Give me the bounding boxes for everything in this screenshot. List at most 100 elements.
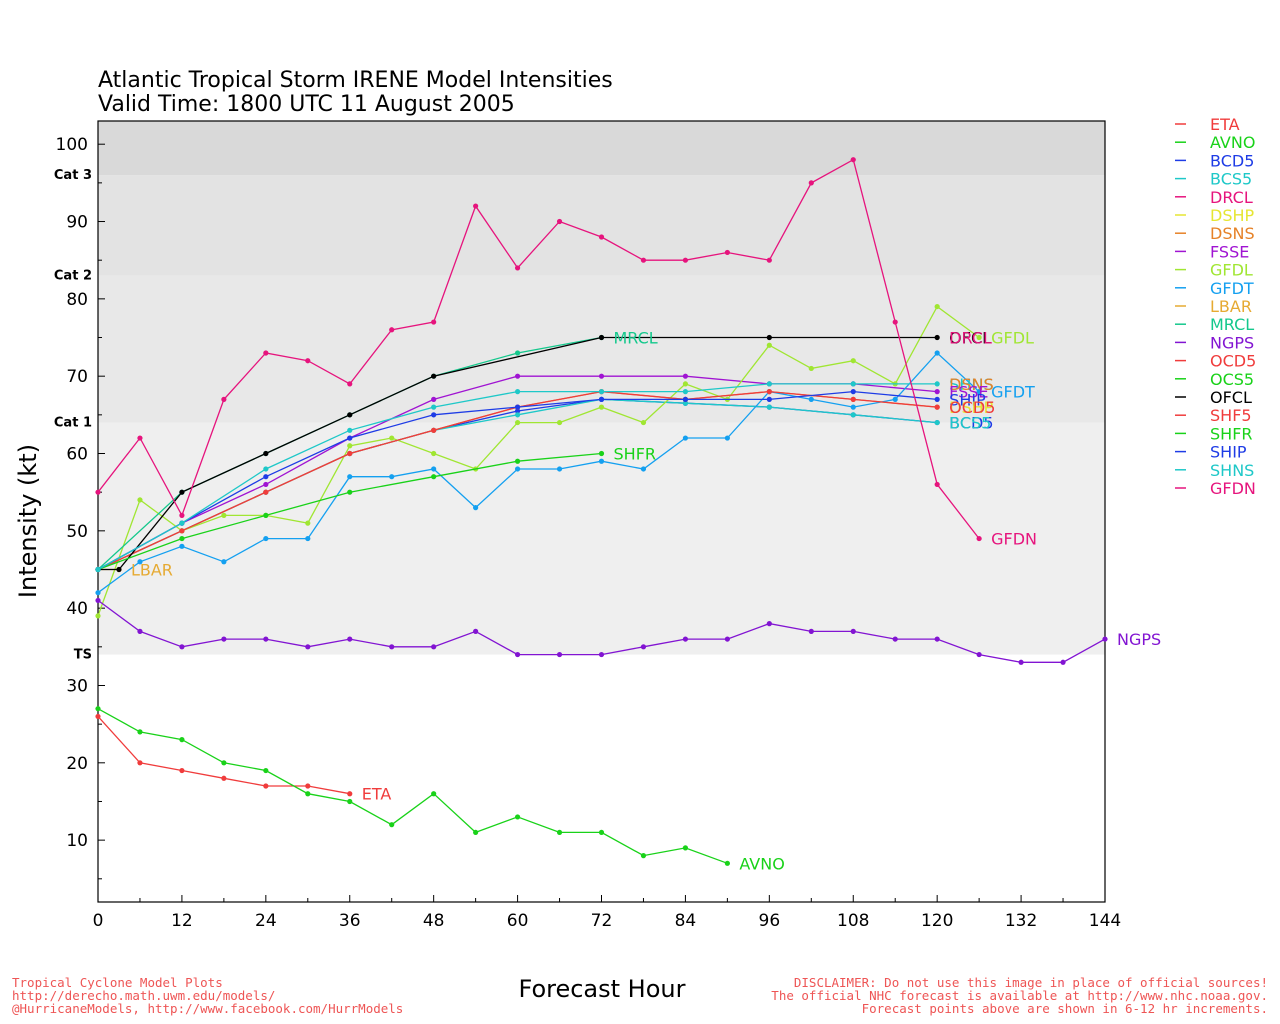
data-point-ngps bbox=[347, 636, 353, 642]
data-point-mrcl bbox=[514, 350, 521, 356]
data-point-shfr bbox=[431, 474, 437, 480]
data-point-bcs5 bbox=[934, 419, 940, 426]
data-point-shns bbox=[682, 389, 689, 395]
data-point-shns bbox=[598, 389, 605, 395]
data-point-ngps bbox=[389, 644, 395, 650]
data-point-gfdl bbox=[347, 443, 353, 449]
data-point-ngps bbox=[473, 628, 479, 634]
data-point-bcs5 bbox=[850, 412, 856, 418]
data-point-avno bbox=[431, 791, 437, 797]
y-tick-label: 100 bbox=[56, 135, 88, 155]
data-point-gfdt bbox=[473, 505, 479, 511]
data-point-ofcl bbox=[431, 373, 437, 379]
series-label-ocd5: OCD5 bbox=[949, 398, 995, 417]
legend-entry-ocd5: OCD5 bbox=[1210, 352, 1256, 371]
x-tick-label: 48 bbox=[423, 911, 445, 931]
data-point-ngps bbox=[850, 628, 856, 634]
data-point-gfdl bbox=[976, 334, 982, 341]
data-point-ngps bbox=[808, 628, 814, 634]
data-point-gfdn bbox=[514, 265, 521, 271]
x-tick-label: 36 bbox=[339, 911, 361, 931]
legend-entry-ngps: NGPS bbox=[1210, 333, 1254, 352]
data-point-ocd5 bbox=[347, 450, 353, 457]
data-point-ngps bbox=[95, 597, 101, 604]
x-tick-label: 12 bbox=[171, 911, 193, 931]
data-point-ngps bbox=[514, 651, 521, 658]
x-axis: 0 12 24 36 48 60 72 84 96 108 120 132 144 bbox=[93, 895, 1121, 931]
data-point-gfdn bbox=[976, 535, 982, 542]
data-point-gfdt bbox=[137, 559, 143, 565]
data-point-gfdn bbox=[598, 234, 605, 240]
data-point-gfdn bbox=[305, 358, 311, 364]
legend: ETAAVNOBCD5BCS5DRCLDSHPDSNSFSSEGFDLGFDTL… bbox=[1175, 115, 1256, 498]
y-axis: 10 20 30 40 50 60 70 80 90 100 bbox=[56, 135, 105, 880]
data-point-ship bbox=[514, 404, 521, 410]
y-tick-label: 50 bbox=[66, 522, 88, 542]
chart-subtitle: Valid Time: 1800 UTC 11 August 2005 bbox=[98, 92, 515, 117]
footer-right-3: Forecast points above are shown in 6-12 … bbox=[862, 1001, 1268, 1016]
category-band-ts bbox=[98, 422, 1105, 655]
y-tick-label: 60 bbox=[66, 445, 88, 465]
x-tick-label: 60 bbox=[507, 911, 529, 931]
data-point-avno bbox=[473, 829, 479, 836]
data-point-gfdt bbox=[179, 543, 185, 549]
data-point-gfdn bbox=[724, 249, 730, 256]
footer-left-3: @HurricaneModels, http://www.facebook.co… bbox=[12, 1001, 403, 1016]
data-point-ngps bbox=[934, 636, 940, 642]
data-point-gfdn bbox=[473, 203, 479, 209]
data-point-gfdt bbox=[892, 396, 898, 402]
y-tick-label: 80 bbox=[66, 290, 88, 310]
data-point-gfdn bbox=[95, 489, 101, 495]
data-point-gfdn bbox=[137, 435, 143, 441]
data-point-ship bbox=[598, 396, 605, 402]
series-lines bbox=[95, 157, 1108, 866]
series-label-lbar: LBAR bbox=[131, 560, 173, 579]
data-point-ship bbox=[263, 474, 269, 480]
series-label-bcd5: BCD5 bbox=[949, 414, 993, 433]
legend-entry-bcs5: BCS5 bbox=[1210, 170, 1252, 189]
x-tick-label: 24 bbox=[255, 911, 277, 931]
data-point-ocd5 bbox=[179, 528, 185, 534]
series-label-shfr: SHFR bbox=[614, 445, 657, 464]
legend-entry-lbar: LBAR bbox=[1210, 297, 1252, 316]
data-point-fsse bbox=[514, 373, 521, 379]
data-point-avno bbox=[514, 814, 521, 820]
y-tick-label: 20 bbox=[66, 754, 88, 774]
data-point-shns bbox=[431, 404, 437, 410]
data-point-gfdt bbox=[808, 396, 814, 402]
data-point-gfdt bbox=[221, 559, 227, 565]
x-tick-label: 84 bbox=[675, 911, 697, 931]
legend-entry-gfdn: GFDN bbox=[1210, 479, 1256, 498]
data-point-gfdl bbox=[137, 497, 143, 503]
legend-entry-eta: ETA bbox=[1210, 115, 1240, 134]
data-point-shfr bbox=[179, 535, 185, 542]
data-point-ngps bbox=[431, 644, 437, 650]
footer-right-2: The official NHC forecast is available a… bbox=[771, 988, 1268, 1003]
series-label-mrcl: MRCL bbox=[614, 329, 658, 348]
data-point-ngps bbox=[1060, 659, 1066, 665]
data-point-gfdt bbox=[556, 466, 563, 472]
data-point-avno bbox=[95, 706, 101, 712]
data-point-ngps bbox=[1018, 659, 1024, 665]
data-point-ngps bbox=[556, 651, 563, 658]
data-point-gfdn bbox=[808, 180, 814, 186]
data-point-ocd5 bbox=[431, 427, 437, 433]
data-point-gfdn bbox=[221, 396, 227, 402]
series-line-gfdt bbox=[97, 352, 980, 594]
data-point-ofcl bbox=[598, 334, 605, 341]
data-point-shns bbox=[347, 427, 353, 433]
data-point-ngps bbox=[598, 651, 605, 658]
data-point-avno bbox=[724, 860, 730, 866]
x-tick-label: 96 bbox=[759, 911, 781, 931]
series-label-dshp: DSHP bbox=[949, 398, 994, 417]
data-point-eta bbox=[179, 767, 185, 774]
data-point-avno bbox=[347, 798, 353, 805]
x-tick-label: 72 bbox=[591, 911, 613, 931]
data-point-gfdl bbox=[556, 419, 563, 426]
data-point-eta bbox=[347, 791, 353, 797]
y-tick-label: 70 bbox=[66, 367, 88, 387]
data-point-ngps bbox=[179, 644, 185, 650]
data-point-ngps bbox=[724, 636, 730, 642]
